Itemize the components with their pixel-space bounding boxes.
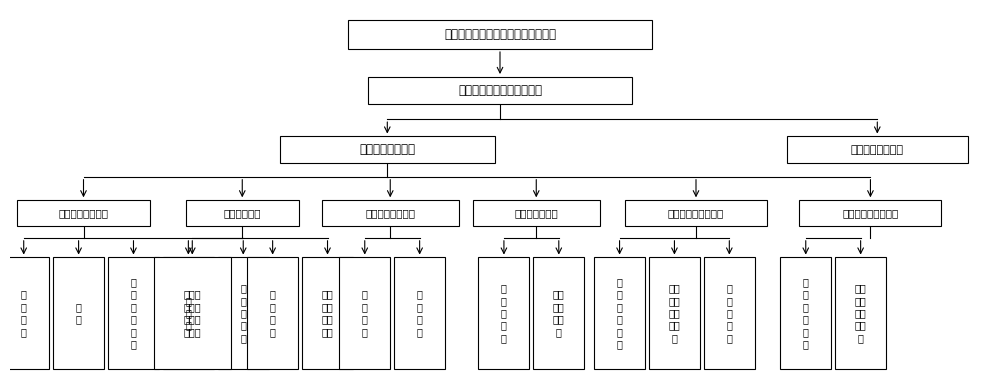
Text: 停
车
场
用
地: 停 车 场 用 地 <box>240 283 246 343</box>
Bar <box>533 258 584 369</box>
Text: 高峰
小时
发车
班次: 高峰 小时 发车 班次 <box>322 290 333 337</box>
Bar <box>787 136 968 163</box>
Bar <box>394 258 445 369</box>
Text: 站
房: 站 房 <box>76 302 82 324</box>
Bar <box>594 258 645 369</box>
Bar <box>625 200 767 226</box>
Text: 停
车
泊
位
数
量: 停 车 泊 位 数 量 <box>617 277 622 349</box>
Text: 出租车场站设计: 出租车场站设计 <box>514 208 558 218</box>
Text: 营
业
站
用
地: 营 业 站 用 地 <box>501 283 507 343</box>
Bar <box>368 77 632 104</box>
Text: 联运设施规模计算: 联运设施规模计算 <box>359 143 415 156</box>
Text: 场
站
用
地: 场 站 用 地 <box>21 290 27 337</box>
Text: 场
站
用
地: 场 站 用 地 <box>270 290 276 337</box>
Text: 获取枢纽多方式旅客发送量和换乘量: 获取枢纽多方式旅客发送量和换乘量 <box>444 28 556 41</box>
Text: 公交场站设计: 公交场站设计 <box>224 208 261 218</box>
Bar <box>247 258 298 369</box>
Text: 旅游巴士场站设计: 旅游巴士场站设计 <box>365 208 415 218</box>
Bar <box>835 258 886 369</box>
Bar <box>473 200 600 226</box>
Bar <box>108 258 159 369</box>
Text: 班线、
站台及
线路配
车数量: 班线、 站台及 线路配 车数量 <box>183 290 201 337</box>
Text: 集散广场规模计算: 集散广场规模计算 <box>851 145 904 155</box>
Bar <box>799 200 941 226</box>
Bar <box>780 258 831 369</box>
Text: 站前广场联运设施规模计算: 站前广场联运设施规模计算 <box>458 84 542 97</box>
Bar <box>478 258 529 369</box>
Text: 客
运
用
地: 客 运 用 地 <box>362 290 368 337</box>
Bar <box>280 136 495 163</box>
Bar <box>649 258 700 369</box>
Text: 公路客运场站设计: 公路客运场站设计 <box>58 208 108 218</box>
Bar <box>218 258 269 369</box>
Bar <box>322 200 459 226</box>
Text: 停
车
泊
位
数
量: 停 车 泊 位 数 量 <box>803 277 809 349</box>
Text: 上、
下客
位数
量: 上、 下客 位数 量 <box>553 290 565 337</box>
Bar <box>186 200 299 226</box>
Bar <box>53 258 104 369</box>
Text: 商
业
用
地: 商 业 用 地 <box>417 290 423 337</box>
Bar <box>17 200 150 226</box>
Bar <box>163 258 214 369</box>
Text: 下
客
位
数
量: 下 客 位 数 量 <box>726 283 732 343</box>
Bar <box>154 258 230 369</box>
Bar <box>0 258 49 369</box>
Bar <box>704 258 755 369</box>
Text: 日
均
发
车
班
次: 日 均 发 车 班 次 <box>131 277 136 349</box>
Bar <box>348 20 652 49</box>
Bar <box>302 258 353 369</box>
Text: 社会车辆停车场设计: 社会车辆停车场设计 <box>668 208 724 218</box>
Text: 发
车
位: 发 车 位 <box>185 296 191 330</box>
Bar <box>339 258 390 369</box>
Text: 非机动车停车场设计: 非机动车停车场设计 <box>842 208 899 218</box>
Text: 停车
用地
或建
筑面
积: 停车 用地 或建 筑面 积 <box>669 283 680 343</box>
Text: 停车
用地
或建
筑面
积: 停车 用地 或建 筑面 积 <box>855 283 867 343</box>
